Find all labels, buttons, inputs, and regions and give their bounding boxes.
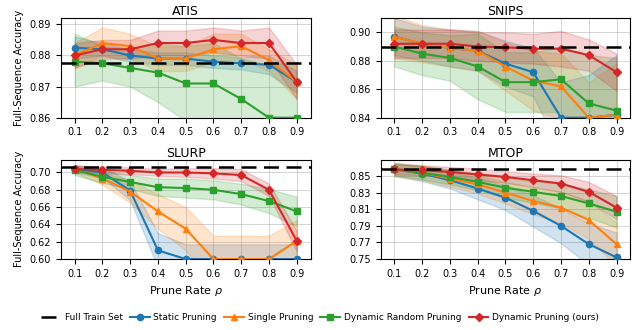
Title: SNIPS: SNIPS: [487, 5, 524, 18]
Title: ATIS: ATIS: [172, 5, 199, 18]
X-axis label: Prune Rate $\rho$: Prune Rate $\rho$: [148, 284, 223, 298]
Title: MTOP: MTOP: [488, 147, 524, 159]
Y-axis label: Full-Sequence Accuracy: Full-Sequence Accuracy: [14, 151, 24, 267]
Y-axis label: Full-Sequence Accuracy: Full-Sequence Accuracy: [14, 10, 24, 126]
Title: SLURP: SLURP: [166, 147, 205, 159]
Legend: Full Train Set, Static Pruning, Single Pruning, Dynamic Random Pruning, Dynamic : Full Train Set, Static Pruning, Single P…: [38, 309, 602, 325]
X-axis label: Prune Rate $\rho$: Prune Rate $\rho$: [468, 284, 543, 298]
